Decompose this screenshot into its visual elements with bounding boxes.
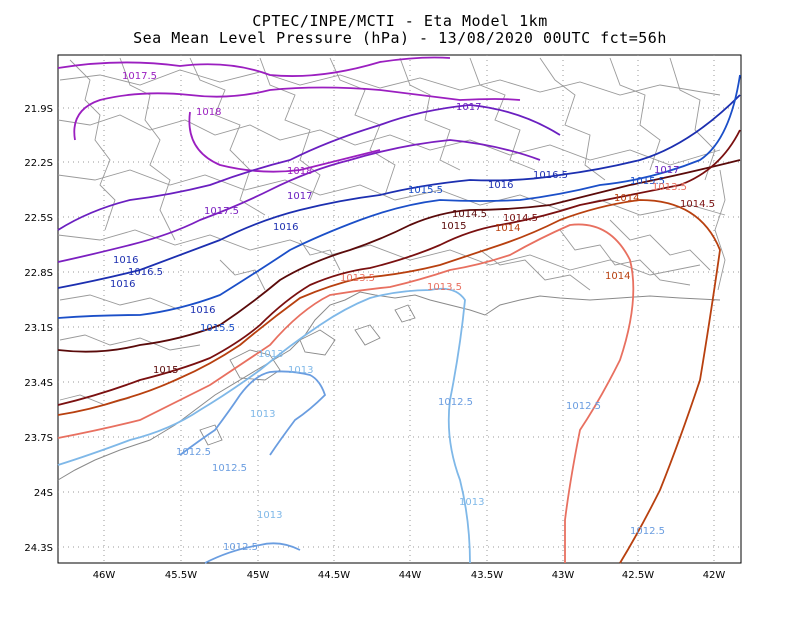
- contour-label: 1016.5: [533, 170, 568, 181]
- x-tick-label: 44W: [399, 570, 422, 581]
- contour-label: 1014.5: [503, 213, 538, 224]
- y-tick-label: 23.7S: [24, 433, 53, 444]
- x-tick-label: 45W: [247, 570, 270, 581]
- contour-label: 1013.5: [340, 273, 375, 284]
- x-tick-label: 45.5W: [165, 570, 197, 581]
- contour-label: 1014.5: [452, 209, 487, 220]
- contour-label: 1012.5: [223, 542, 258, 553]
- y-tick-label: 22.5S: [24, 213, 53, 224]
- y-axis-ticks: 21.9S 22.2S 22.5S 22.8S 23.1S 23.4S 23.7…: [24, 104, 53, 554]
- islands: [199, 304, 416, 446]
- y-tick-label: 24S: [34, 488, 53, 499]
- contour-label: 1016: [273, 222, 298, 233]
- contour-label: 1018: [287, 166, 312, 177]
- x-tick-label: 43.5W: [471, 570, 503, 581]
- contour-label: 1013: [258, 349, 283, 360]
- contour-label: 1017: [456, 102, 481, 113]
- isobars: [57, 56, 741, 564]
- grid-lines: [58, 55, 741, 563]
- contour-label: 1015.5: [630, 176, 665, 187]
- x-tick-label: 42.5W: [622, 570, 654, 581]
- contour-label: 1017.5: [122, 71, 157, 82]
- y-tick-label: 22.2S: [24, 158, 53, 169]
- y-tick-label: 23.4S: [24, 378, 53, 389]
- contour-label: 1014: [495, 223, 520, 234]
- contour-label: 1016.5: [128, 267, 163, 278]
- x-axis-ticks: 46W 45.5W 45W 44.5W 44W 43.5W 43W 42.5W …: [93, 570, 726, 581]
- contour-label: 1013.5: [427, 282, 462, 293]
- contour-label: 1013: [250, 409, 275, 420]
- contour-label: 1014: [605, 271, 630, 282]
- contour-label: 1013.5: [652, 182, 687, 193]
- contour-label: 1015: [153, 365, 178, 376]
- y-tick-label: 23.1S: [24, 323, 53, 334]
- x-tick-label: 44.5W: [318, 570, 350, 581]
- contour-label: 1012.5: [176, 447, 211, 458]
- contour-label: 1012.5: [566, 401, 601, 412]
- contour-label: 1017: [654, 165, 679, 176]
- contour-label: 1013: [288, 365, 313, 376]
- contour-label: 1016: [488, 180, 513, 191]
- contour-label: 1016: [113, 255, 138, 266]
- map-frame: [57, 54, 742, 564]
- contour-label: 1014: [614, 193, 639, 204]
- contour-label: 1012.5: [630, 526, 665, 537]
- contour-labels: 1017.5 1018 1017 1018 1017 1017.5 1016 1…: [110, 71, 715, 553]
- contour-label: 1013: [459, 497, 484, 508]
- contour-label: 1016: [190, 305, 215, 316]
- map-title: CPTEC/INPE/MCTI - Eta Model 1km: [252, 12, 548, 30]
- y-tick-label: 22.8S: [24, 268, 53, 279]
- x-tick-label: 43W: [552, 570, 575, 581]
- contour-label: 1017.5: [204, 206, 239, 217]
- coastline: [57, 291, 721, 481]
- contour-label: 1018: [196, 107, 221, 118]
- contour-label: 1013: [257, 510, 282, 521]
- map-subtitle: Sea Mean Level Pressure (hPa) - 13/08/20…: [133, 29, 667, 47]
- contour-label: 1012.5: [212, 463, 247, 474]
- contour-label: 1015.5: [200, 323, 235, 334]
- contour-label: 1016: [110, 279, 135, 290]
- y-tick-label: 24.3S: [24, 543, 53, 554]
- x-tick-label: 46W: [93, 570, 116, 581]
- contour-label: 1014.5: [680, 199, 715, 210]
- contour-label: 1015: [441, 221, 466, 232]
- contour-label: 1015.5: [408, 185, 443, 196]
- y-tick-label: 21.9S: [24, 104, 53, 115]
- contour-label: 1012.5: [438, 397, 473, 408]
- municipal-boundaries: [57, 57, 726, 406]
- x-tick-label: 42W: [703, 570, 726, 581]
- contour-label: 1017: [287, 191, 312, 202]
